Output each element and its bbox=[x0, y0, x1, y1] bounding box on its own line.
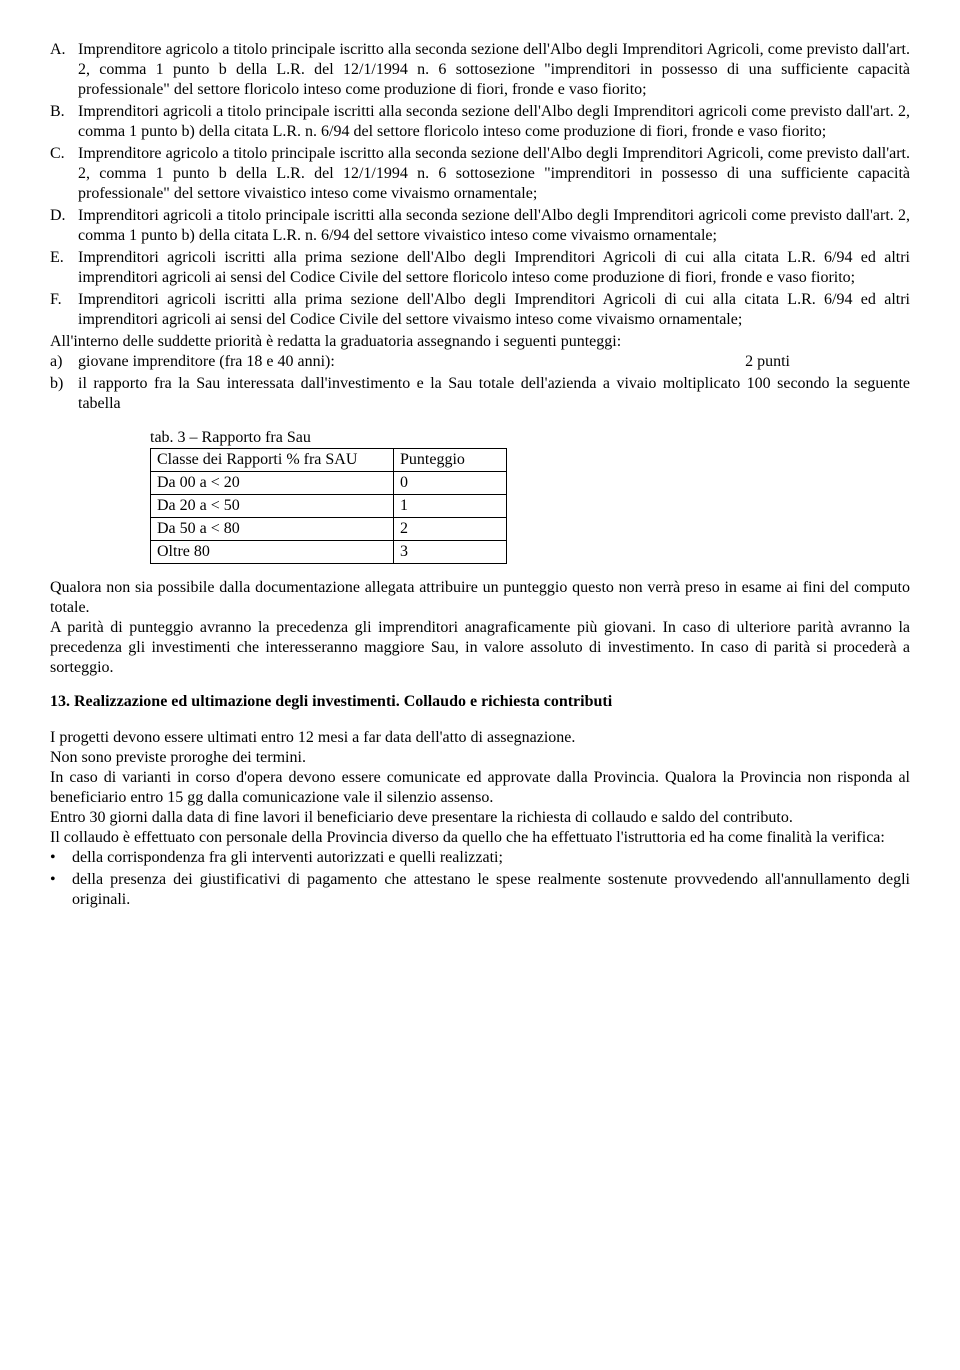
priority-item: E. Imprenditori agricoli iscritti alla p… bbox=[50, 248, 910, 288]
criteria-list: a) giovane imprenditore (fra 18 e 40 ann… bbox=[50, 352, 910, 414]
priority-marker: B. bbox=[50, 102, 78, 142]
section-13-p5: Il collaudo è effettuato con personale d… bbox=[50, 828, 910, 848]
bullet-item: • della presenza dei giustificativi di p… bbox=[50, 870, 910, 910]
table-cell: Oltre 80 bbox=[151, 541, 394, 564]
section-13-p2: Non sono previste proroghe dei termini. bbox=[50, 748, 910, 768]
priority-marker: D. bbox=[50, 206, 78, 246]
table-header: Punteggio bbox=[394, 449, 507, 472]
criterion-a: a) giovane imprenditore (fra 18 e 40 ann… bbox=[50, 352, 910, 372]
criterion-a-marker: a) bbox=[50, 352, 78, 372]
table-caption: tab. 3 – Rapporto fra Sau bbox=[150, 428, 910, 448]
priority-item: C. Imprenditore agricolo a titolo princi… bbox=[50, 144, 910, 204]
table-header: Classe dei Rapporti % fra SAU bbox=[151, 449, 394, 472]
priority-marker: C. bbox=[50, 144, 78, 204]
table-row: Da 50 a < 80 2 bbox=[151, 518, 507, 541]
criterion-b-marker: b) bbox=[50, 374, 78, 414]
table-cell: 0 bbox=[394, 472, 507, 495]
section-13-p3: In caso di varianti in corso d'opera dev… bbox=[50, 768, 910, 808]
table-row: Oltre 80 3 bbox=[151, 541, 507, 564]
priority-marker: A. bbox=[50, 40, 78, 100]
section-13-title: 13. Realizzazione ed ultimazione degli i… bbox=[50, 692, 910, 712]
table-cell: 3 bbox=[394, 541, 507, 564]
priority-marker: E. bbox=[50, 248, 78, 288]
table-cell: 1 bbox=[394, 495, 507, 518]
table-cell: Da 00 a < 20 bbox=[151, 472, 394, 495]
priority-list: A. Imprenditore agricolo a titolo princi… bbox=[50, 40, 910, 330]
bullet-text: della corrispondenza fra gli interventi … bbox=[72, 848, 910, 868]
priority-item: B. Imprenditori agricoli a titolo princi… bbox=[50, 102, 910, 142]
table-row: Da 20 a < 50 1 bbox=[151, 495, 507, 518]
sau-table-block: tab. 3 – Rapporto fra Sau Classe dei Rap… bbox=[150, 428, 910, 564]
priority-item: F. Imprenditori agricoli iscritti alla p… bbox=[50, 290, 910, 330]
table-cell: Da 20 a < 50 bbox=[151, 495, 394, 518]
section-13-p4: Entro 30 giorni dalla data di fine lavor… bbox=[50, 808, 910, 828]
priority-marker: F. bbox=[50, 290, 78, 330]
bullet-text: della presenza dei giustificativi di pag… bbox=[72, 870, 910, 910]
verification-bullets: • della corrispondenza fra gli intervent… bbox=[50, 848, 910, 910]
table-header-row: Classe dei Rapporti % fra SAU Punteggio bbox=[151, 449, 507, 472]
priority-item: D. Imprenditori agricoli a titolo princi… bbox=[50, 206, 910, 246]
priority-text: Imprenditori agricoli a titolo principal… bbox=[78, 102, 910, 142]
table-cell: 2 bbox=[394, 518, 507, 541]
criterion-a-label: giovane imprenditore (fra 18 e 40 anni): bbox=[78, 352, 745, 372]
priority-text: Imprenditore agricolo a titolo principal… bbox=[78, 144, 910, 204]
bullet-icon: • bbox=[50, 870, 72, 910]
priority-item: A. Imprenditore agricolo a titolo princi… bbox=[50, 40, 910, 100]
priority-text: Imprenditore agricolo a titolo principal… bbox=[78, 40, 910, 100]
sau-table: Classe dei Rapporti % fra SAU Punteggio … bbox=[150, 448, 507, 564]
priority-text: Imprenditori agricoli a titolo principal… bbox=[78, 206, 910, 246]
paragraph: Qualora non sia possibile dalla document… bbox=[50, 578, 910, 618]
bullet-item: • della corrispondenza fra gli intervent… bbox=[50, 848, 910, 868]
paragraph: A parità di punteggio avranno la precede… bbox=[50, 618, 910, 678]
priority-text: Imprenditori agricoli iscritti alla prim… bbox=[78, 290, 910, 330]
intro-line: All'interno delle suddette priorità è re… bbox=[50, 332, 910, 352]
criterion-b-text: il rapporto fra la Sau interessata dall'… bbox=[78, 374, 910, 414]
criterion-a-points: 2 punti bbox=[745, 352, 910, 372]
bullet-icon: • bbox=[50, 848, 72, 868]
section-13-p1: I progetti devono essere ultimati entro … bbox=[50, 728, 910, 748]
table-row: Da 00 a < 20 0 bbox=[151, 472, 507, 495]
criterion-b: b) il rapporto fra la Sau interessata da… bbox=[50, 374, 910, 414]
table-cell: Da 50 a < 80 bbox=[151, 518, 394, 541]
priority-text: Imprenditori agricoli iscritti alla prim… bbox=[78, 248, 910, 288]
